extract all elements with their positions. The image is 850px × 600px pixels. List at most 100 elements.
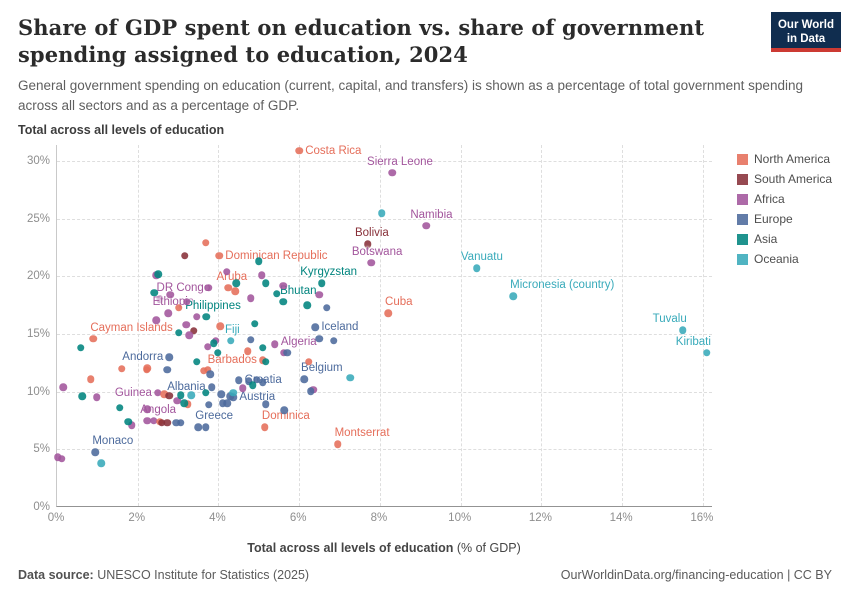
scatter-dot[interactable] (255, 257, 263, 266)
scatter-dot[interactable] (283, 348, 291, 357)
scatter-dot[interactable] (205, 284, 213, 292)
scatter-dot[interactable] (143, 405, 152, 413)
scatter-dot[interactable] (206, 370, 215, 379)
legend-item-north-america[interactable]: North America (737, 152, 832, 166)
scatter-dot[interactable] (182, 321, 190, 329)
scatter-dot[interactable] (172, 419, 180, 427)
scatter-dot-dominica[interactable] (261, 423, 269, 432)
country-label[interactable]: Kiribati (675, 335, 711, 348)
country-label[interactable]: Philippines (185, 299, 241, 312)
scatter-dot[interactable] (185, 331, 193, 339)
scatter-dot[interactable] (229, 389, 238, 397)
scatter-dot[interactable] (238, 384, 247, 392)
scatter-dot[interactable] (244, 347, 252, 356)
owid-url-license-link[interactable]: OurWorldinData.org/financing-education |… (560, 568, 832, 582)
scatter-dot[interactable] (218, 399, 227, 407)
scatter-dot[interactable] (201, 389, 210, 397)
scatter-dot[interactable] (187, 391, 195, 399)
scatter-dot[interactable] (247, 336, 255, 344)
scatter-dot[interactable] (180, 399, 188, 407)
legend-item-oceania[interactable]: Oceania (737, 252, 832, 266)
scatter-dot-kyrgyzstan[interactable] (318, 279, 326, 288)
country-label[interactable]: Albania (167, 380, 206, 393)
country-label[interactable]: Greece (195, 410, 233, 423)
scatter-dot[interactable] (163, 419, 171, 427)
country-label[interactable]: Andorra (122, 350, 164, 363)
scatter-dot[interactable] (183, 298, 191, 306)
country-label[interactable]: Bhutan (280, 284, 317, 297)
country-label[interactable]: Iceland (321, 320, 359, 333)
scatter-dot[interactable] (143, 416, 152, 425)
scatter-dot-sierra-leone[interactable] (388, 168, 396, 177)
scatter-dot[interactable] (209, 339, 218, 348)
scatter-dot[interactable] (223, 399, 232, 407)
scatter-dot-guinea[interactable] (154, 389, 162, 397)
scatter-dot[interactable] (279, 281, 288, 290)
scatter-dot[interactable] (205, 401, 213, 409)
scatter-dot[interactable] (158, 419, 166, 427)
scatter-dot[interactable] (59, 383, 67, 391)
scatter-dot[interactable] (165, 391, 173, 400)
scatter-dot[interactable] (245, 377, 253, 386)
scatter-dot-vanuatu[interactable] (473, 264, 481, 273)
scatter-dot[interactable] (203, 366, 212, 374)
scatter-dot[interactable] (163, 366, 171, 374)
scatter-dot-greece[interactable] (194, 423, 203, 432)
scatter-dot[interactable] (259, 378, 267, 387)
scatter-dot[interactable] (160, 390, 169, 398)
scatter-dot[interactable] (322, 303, 331, 312)
country-label[interactable]: Kyrgyzstan (300, 266, 358, 279)
scatter-dot[interactable] (201, 239, 210, 247)
country-label[interactable]: Monaco (92, 435, 134, 448)
scatter-dot[interactable] (177, 419, 185, 427)
legend-item-europe[interactable]: Europe (737, 212, 832, 226)
country-label[interactable]: Dominican Republic (225, 249, 328, 262)
country-label[interactable]: Barbados (207, 353, 257, 366)
scatter-dot-fiji[interactable] (226, 337, 235, 345)
scatter-dot-albania[interactable] (207, 383, 216, 391)
scatter-dot[interactable] (251, 319, 259, 328)
country-label[interactable]: Micronesia (country) (510, 279, 615, 292)
legend-item-africa[interactable]: Africa (737, 192, 832, 206)
country-label[interactable]: Dominica (261, 410, 310, 423)
scatter-dot[interactable] (127, 421, 136, 429)
scatter-dot-croatia[interactable] (234, 376, 243, 384)
scatter-dot[interactable] (192, 357, 201, 366)
scatter-dot[interactable] (259, 344, 267, 352)
country-label[interactable]: Vanuatu (460, 251, 503, 264)
scatter-dot[interactable] (280, 406, 289, 414)
scatter-dot[interactable] (192, 313, 201, 321)
scatter-dot-aruba[interactable] (224, 284, 232, 292)
scatter-dot[interactable] (249, 381, 257, 390)
country-label[interactable]: Namibia (410, 208, 453, 221)
scatter-dot-kiribati[interactable] (703, 348, 711, 357)
country-label[interactable]: Tuvalu (652, 313, 687, 326)
scatter-dot[interactable] (201, 423, 210, 432)
country-label[interactable]: Algeria (280, 335, 317, 348)
scatter-dot[interactable] (257, 271, 266, 280)
scatter-dot[interactable] (190, 326, 198, 335)
scatter-dot[interactable] (97, 459, 106, 467)
scatter-dot[interactable] (154, 270, 163, 278)
country-label[interactable]: Montserrat (334, 427, 390, 440)
scatter-dot[interactable] (247, 294, 255, 303)
scatter-dot[interactable] (86, 375, 95, 383)
scatter-dot[interactable] (306, 387, 315, 395)
country-label[interactable]: Cuba (385, 296, 413, 309)
scatter-dot-bhutan[interactable] (279, 298, 287, 306)
scatter-dot-belgium[interactable] (300, 375, 308, 383)
country-label[interactable]: Bolivia (354, 227, 389, 240)
country-label[interactable]: DR Congo (156, 282, 211, 295)
country-label[interactable]: Fiji (224, 323, 240, 336)
scatter-dot-ethiopia[interactable] (164, 309, 173, 318)
scatter-dot[interactable] (232, 279, 240, 288)
scatter-dot-monaco[interactable] (91, 448, 100, 456)
scatter-dot-tuvalu[interactable] (678, 326, 687, 334)
scatter-dot[interactable] (143, 364, 152, 372)
scatter-dot[interactable] (315, 334, 324, 343)
scatter-dot[interactable] (118, 364, 126, 373)
scatter-dot[interactable] (329, 337, 338, 345)
scatter-dot[interactable] (261, 357, 270, 366)
legend-item-asia[interactable]: Asia (737, 232, 832, 246)
scatter-dot-iceland[interactable] (311, 323, 320, 331)
